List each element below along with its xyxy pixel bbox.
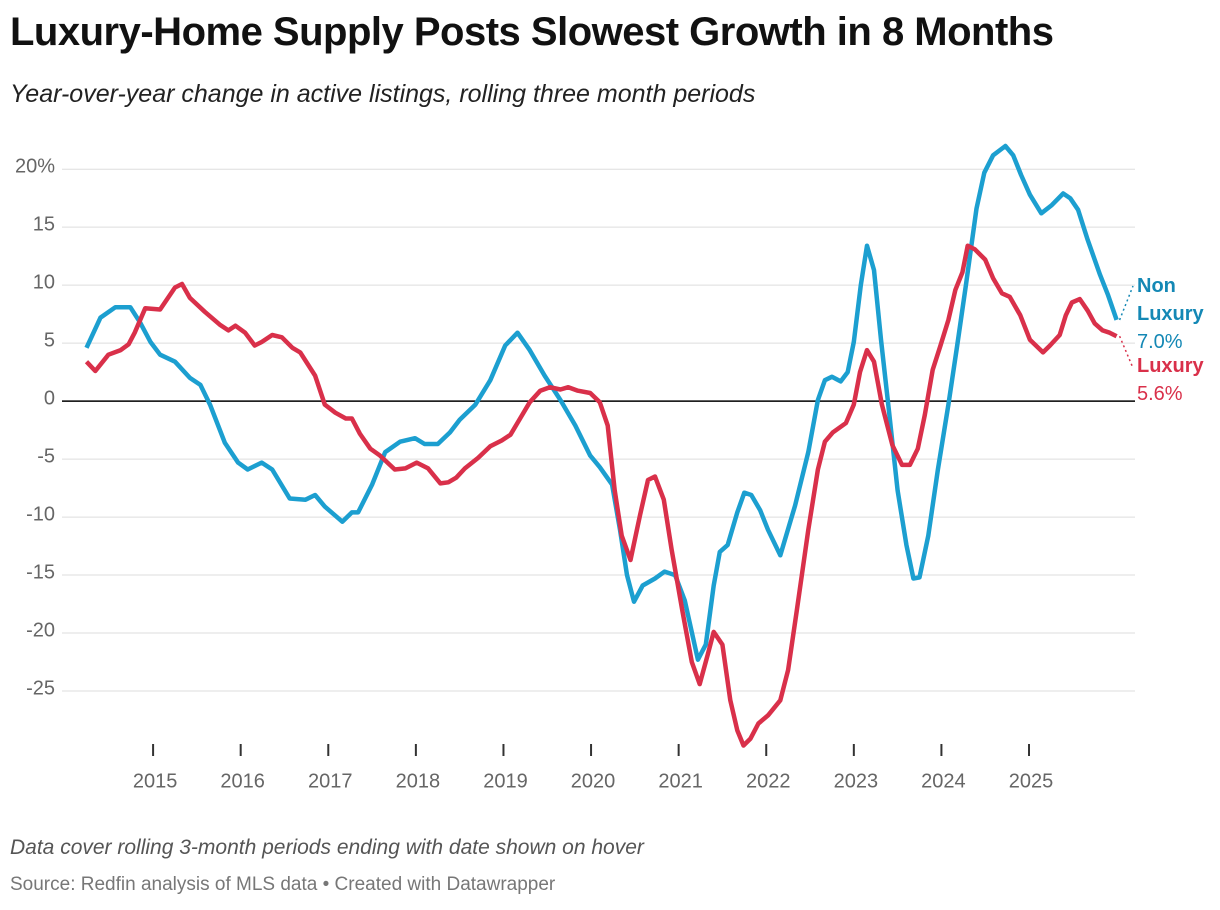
label-connector xyxy=(1118,285,1134,321)
x-tick-label: 2020 xyxy=(571,770,616,792)
y-tick-label: -5 xyxy=(37,445,55,467)
x-tick-label: 2016 xyxy=(220,770,265,792)
x-tick-label: 2015 xyxy=(133,770,178,792)
y-tick-label: 20% xyxy=(15,155,55,177)
x-tick-label: 2023 xyxy=(834,770,879,792)
y-tick-label: 5 xyxy=(44,329,55,351)
chart-source: Source: Redfin analysis of MLS data • Cr… xyxy=(10,874,556,895)
y-tick-label: 0 xyxy=(44,387,55,409)
y-tick-label: 10 xyxy=(33,271,55,293)
x-tick-label: 2025 xyxy=(1009,770,1054,792)
label-connector xyxy=(1118,335,1134,369)
x-tick-label: 2019 xyxy=(483,770,528,792)
x-tick-label: 2017 xyxy=(308,770,353,792)
series-label: Luxury 5.6% xyxy=(1137,352,1217,408)
chart-title: Luxury-Home Supply Posts Slowest Growth … xyxy=(10,10,1054,54)
x-tick-label: 2022 xyxy=(746,770,791,792)
x-tick-label: 2018 xyxy=(396,770,441,792)
series-line xyxy=(84,243,1118,748)
end-value-label: 5.6% xyxy=(1137,383,1183,405)
series-label: Non Luxury 7.0% xyxy=(1137,272,1217,356)
x-tick-label: 2021 xyxy=(658,770,703,792)
y-tick-label: -10 xyxy=(26,503,55,525)
x-tick-label: 2024 xyxy=(921,770,966,792)
legend-label: Non Luxury xyxy=(1137,275,1204,325)
end-value-label: 7.0% xyxy=(1137,331,1183,353)
legend-label: Luxury xyxy=(1137,355,1204,377)
y-tick-label: -15 xyxy=(26,561,55,583)
y-tick-label: 15 xyxy=(33,213,55,235)
series-line xyxy=(84,143,1119,662)
chart-subtitle: Year-over-year change in active listings… xyxy=(10,80,756,108)
chart-note: Data cover rolling 3-month periods endin… xyxy=(10,836,644,859)
y-tick-label: -25 xyxy=(26,677,55,699)
y-tick-label: -20 xyxy=(26,619,55,641)
